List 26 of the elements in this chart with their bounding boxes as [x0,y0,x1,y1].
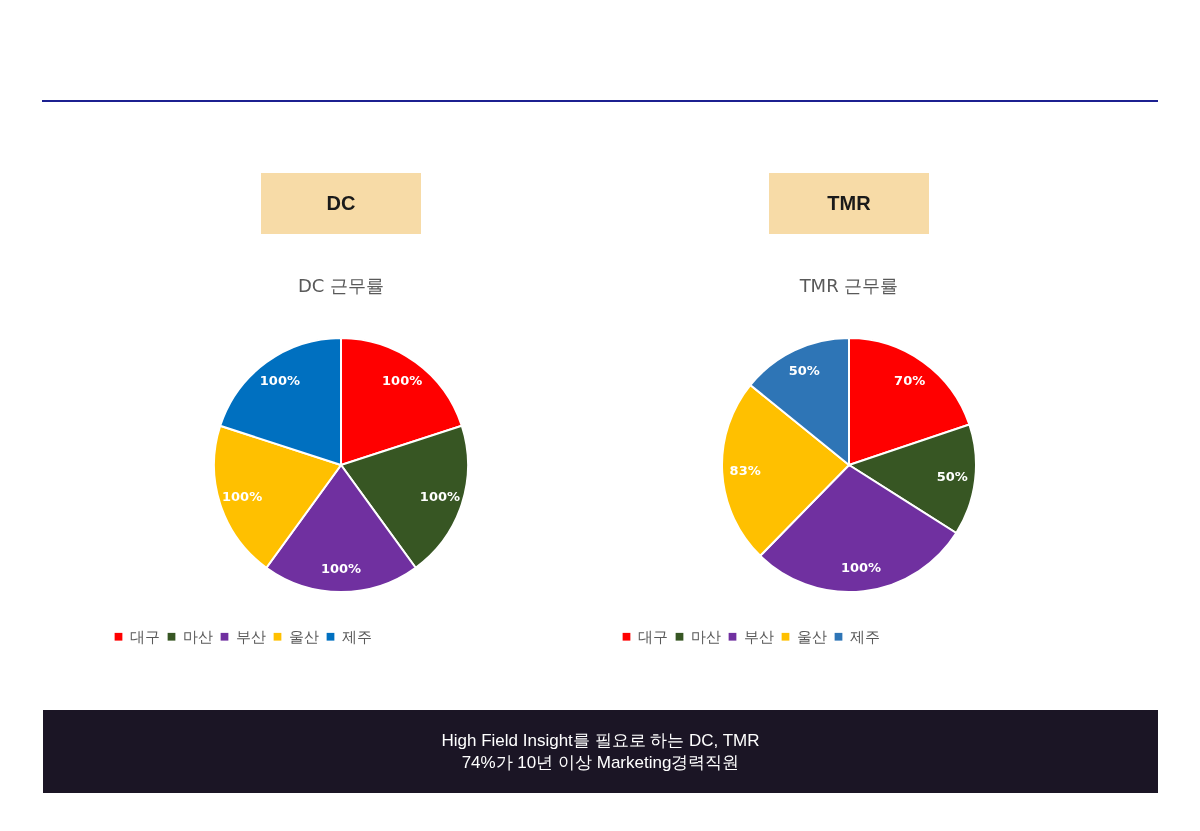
chart-subtitle: TMR 근무률 [798,275,899,296]
data-label: 83% [729,463,761,479]
data-label: 100% [259,372,300,388]
legend-label: 부산 [744,627,774,646]
chart-title: DC [261,173,421,234]
chart-subtitle: DC 근무률 [297,275,385,296]
legend-label: 제주 [342,627,372,646]
chart-title: TMR [769,173,929,234]
legend-label: 울산 [797,627,827,646]
legend-label: 대구 [638,627,668,646]
data-label: 100% [840,560,882,576]
text: High Field Insight를 필요로 하는 DC, TMR [441,729,760,752]
legend-label: 울산 [289,627,319,646]
data-label: 50% [936,469,968,485]
legend-label: 마산 [691,627,721,646]
legend-label: 제주 [850,627,880,646]
legend-label: 부산 [236,627,266,646]
data-label: 100% [419,489,460,505]
data-label: 100% [320,561,362,576]
data-label: 100% [382,372,423,388]
data-label: 70% [894,372,926,388]
text: 74%가 10년 이상 Marketing경력직원 [461,751,740,774]
data-label: 50% [788,363,820,379]
legend-label: 대구 [130,627,160,646]
legend-label: 마산 [183,627,213,646]
data-label: 100% [222,489,263,505]
